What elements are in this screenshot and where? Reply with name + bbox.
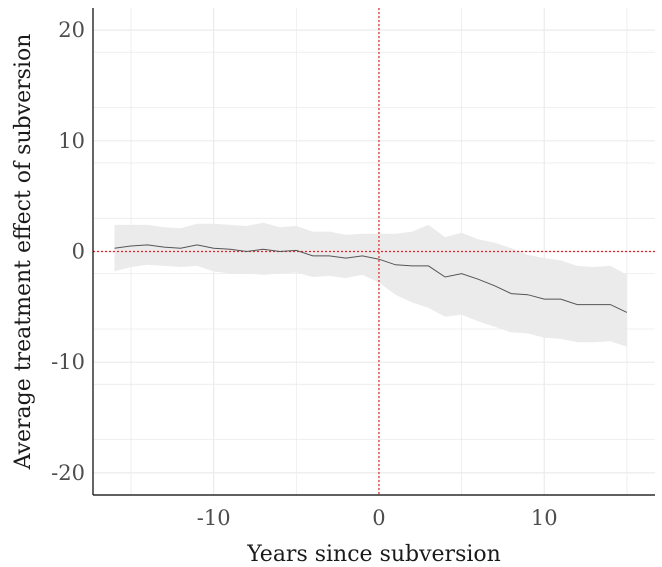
- y-tick-label: 10: [58, 129, 85, 153]
- axis-layer: [92, 8, 655, 496]
- tick-labels-layer: -20 -10 0 10 20 -10 0 10: [51, 18, 557, 530]
- reference-lines-layer: [93, 8, 655, 495]
- y-tick-label: -20: [51, 461, 85, 485]
- y-tick-label: 0: [72, 240, 85, 264]
- x-axis-title: Years since subversion: [246, 542, 501, 567]
- x-tick-label: 0: [372, 506, 385, 530]
- y-tick-label: -10: [51, 350, 85, 374]
- confidence-band: [114, 222, 627, 347]
- estimate-line-layer: [114, 244, 628, 313]
- estimate-line: [114, 244, 628, 313]
- confidence-band-layer: [114, 222, 627, 347]
- x-tick-label: 10: [531, 506, 558, 530]
- y-axis-title: Average treatment effect of subversion: [11, 34, 36, 471]
- y-tick-label: 20: [58, 18, 85, 42]
- x-tick-label: -10: [197, 506, 231, 530]
